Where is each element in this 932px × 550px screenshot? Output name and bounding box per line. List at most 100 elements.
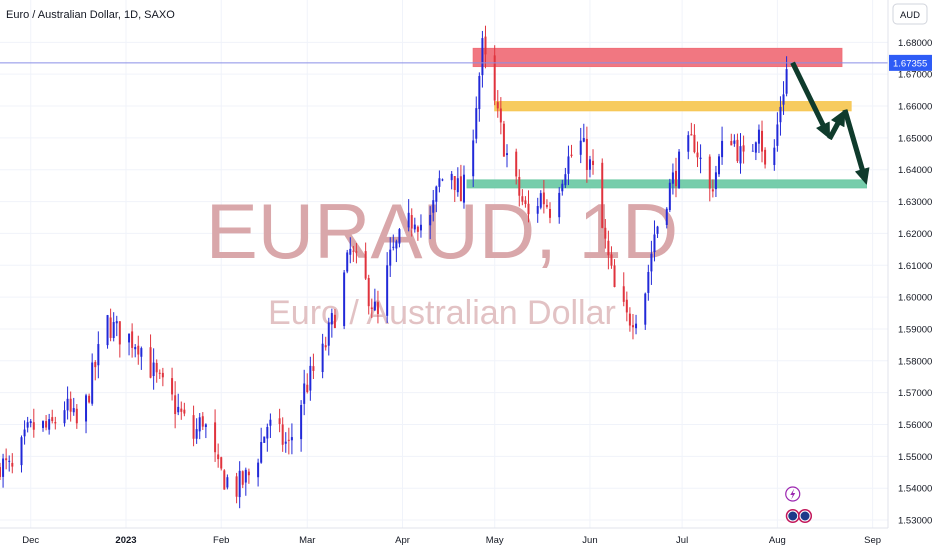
candle-body bbox=[343, 272, 346, 327]
candle-body bbox=[42, 421, 45, 428]
candle-body bbox=[462, 174, 465, 203]
candle-body bbox=[367, 278, 370, 307]
candle-body bbox=[668, 182, 671, 211]
candle-body bbox=[413, 224, 416, 230]
candle-body bbox=[352, 250, 355, 252]
candle-body bbox=[330, 313, 333, 325]
candle-body bbox=[441, 179, 444, 181]
candle-body bbox=[592, 160, 595, 165]
candle-body bbox=[260, 441, 263, 463]
price-tick-label: 1.59000 bbox=[898, 324, 932, 335]
zones bbox=[466, 47, 867, 189]
candle-body bbox=[472, 140, 475, 177]
candle-body bbox=[51, 417, 54, 422]
time-tick-label: Sep bbox=[864, 535, 881, 546]
price-tick-label: 1.66000 bbox=[898, 102, 932, 113]
currency-button-label[interactable]: AUD bbox=[900, 10, 920, 21]
candle-body bbox=[72, 408, 75, 413]
watermark: EURAUD, 1D Euro / Australian Dollar bbox=[206, 187, 678, 332]
candle-body bbox=[257, 462, 260, 478]
currency-button-frame[interactable] bbox=[892, 3, 928, 25]
candle-body bbox=[109, 317, 112, 338]
candle-body bbox=[48, 419, 51, 430]
candle-body bbox=[450, 173, 453, 181]
candle-body bbox=[779, 106, 782, 123]
time-tick-label: Apr bbox=[395, 535, 410, 546]
candle-body bbox=[281, 424, 284, 445]
price-axis-ticks: 1.68000 1.67000 1.66000 1.65000 1.64000 1.630… bbox=[898, 38, 932, 527]
price-tick-label: 1.64000 bbox=[898, 165, 932, 176]
candle-body bbox=[180, 408, 183, 412]
time-axis-bg bbox=[0, 528, 932, 550]
candle-body bbox=[665, 208, 668, 225]
last-price-tag: 1.67355 bbox=[889, 54, 932, 71]
price-tick-label: 1.57000 bbox=[898, 388, 932, 399]
candle-body bbox=[628, 313, 631, 326]
candle-body bbox=[321, 343, 324, 373]
candle-body bbox=[699, 157, 702, 159]
candle-body bbox=[674, 170, 677, 187]
candle-body bbox=[158, 372, 161, 374]
price-tick-label: 1.67000 bbox=[898, 70, 932, 81]
candle-body bbox=[69, 398, 72, 412]
candle-body bbox=[549, 208, 552, 218]
price-tick-label: 1.61000 bbox=[898, 261, 932, 272]
candle-body bbox=[174, 395, 177, 415]
candle-body bbox=[604, 227, 607, 239]
candle-body bbox=[579, 140, 582, 155]
candle-body bbox=[238, 470, 241, 498]
candle-body bbox=[754, 142, 757, 153]
candle-body bbox=[241, 471, 244, 485]
candle-body bbox=[364, 251, 367, 279]
candle-body bbox=[518, 176, 521, 196]
candle-body bbox=[456, 178, 459, 193]
candle-body bbox=[324, 345, 327, 348]
candle-body bbox=[496, 102, 499, 109]
lightning-icon-glyph bbox=[790, 488, 796, 500]
zone-resistance bbox=[472, 47, 843, 68]
candle-body bbox=[333, 314, 336, 328]
candle-body bbox=[585, 138, 588, 170]
candle-body bbox=[112, 322, 115, 338]
candle-body bbox=[115, 321, 118, 324]
candle-body bbox=[45, 421, 48, 428]
candle-body bbox=[376, 302, 379, 314]
price-axis-bg bbox=[888, 0, 932, 550]
candle-body bbox=[235, 476, 238, 497]
candle-body bbox=[708, 156, 711, 189]
candle-body bbox=[91, 362, 94, 404]
candle-body bbox=[536, 206, 539, 214]
candle-body bbox=[300, 405, 303, 440]
candle-body bbox=[539, 193, 542, 208]
candle-body bbox=[736, 139, 739, 162]
price-tick-label: 1.65000 bbox=[898, 133, 932, 144]
price-tick-label: 1.56000 bbox=[898, 420, 932, 431]
candle-body bbox=[94, 362, 97, 368]
candle-body bbox=[714, 172, 717, 190]
candle-body bbox=[601, 162, 604, 228]
candle-body bbox=[429, 214, 432, 226]
price-tick-label: 1.68000 bbox=[898, 38, 932, 49]
candle-body bbox=[690, 134, 693, 136]
candle-body bbox=[118, 321, 121, 345]
candle-body bbox=[392, 246, 395, 248]
candle-body bbox=[419, 224, 422, 231]
candle-body bbox=[432, 200, 435, 213]
candle-body bbox=[502, 123, 505, 157]
candle-body bbox=[278, 418, 281, 424]
candle-body bbox=[721, 140, 724, 158]
candle-body bbox=[711, 189, 714, 192]
candle-body bbox=[128, 333, 131, 343]
candle-body bbox=[152, 362, 155, 377]
candle-body bbox=[97, 344, 100, 366]
candle-body bbox=[0, 467, 1, 478]
candle-body bbox=[610, 254, 613, 266]
currency-button[interactable]: AUD bbox=[892, 3, 928, 25]
candle-body bbox=[588, 159, 591, 170]
price-tick-label: 1.53000 bbox=[898, 516, 932, 527]
candle-body bbox=[742, 145, 745, 152]
candle-body bbox=[570, 154, 573, 156]
time-tick-label: Feb bbox=[213, 535, 229, 546]
candle-body bbox=[773, 147, 776, 165]
candle-body bbox=[131, 331, 134, 348]
